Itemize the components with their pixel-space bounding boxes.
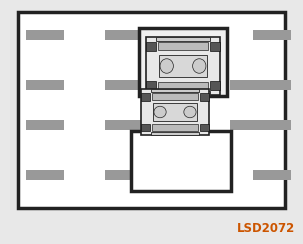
Bar — [253, 120, 291, 130]
Bar — [146, 42, 156, 51]
Bar — [152, 124, 198, 131]
Ellipse shape — [154, 106, 166, 118]
Bar — [151, 89, 199, 92]
Bar — [141, 93, 150, 101]
Bar — [146, 81, 156, 90]
Bar — [253, 170, 291, 180]
Bar — [253, 30, 291, 40]
Text: LSD2072: LSD2072 — [237, 222, 295, 235]
Bar — [156, 37, 210, 41]
Bar — [153, 103, 197, 121]
Bar — [26, 170, 64, 180]
Bar — [152, 93, 198, 100]
Ellipse shape — [160, 59, 173, 73]
Bar — [156, 91, 210, 95]
Ellipse shape — [184, 106, 196, 118]
Bar — [139, 28, 227, 96]
Bar — [105, 170, 143, 180]
Bar — [105, 80, 143, 90]
Bar — [131, 131, 231, 191]
Bar — [159, 55, 207, 77]
Bar — [141, 89, 209, 135]
Bar — [26, 80, 64, 90]
Bar — [230, 120, 268, 130]
Bar — [105, 30, 143, 40]
Bar — [26, 30, 64, 40]
Bar — [105, 120, 143, 130]
Bar — [151, 132, 199, 135]
Bar — [210, 81, 220, 90]
Bar — [230, 80, 268, 90]
Bar — [141, 123, 150, 131]
Bar — [158, 42, 208, 50]
Bar — [200, 93, 209, 101]
Bar — [146, 37, 220, 95]
Bar — [158, 82, 208, 90]
Bar — [253, 80, 291, 90]
Bar — [210, 42, 220, 51]
Bar — [200, 123, 209, 131]
Ellipse shape — [193, 59, 206, 73]
Bar — [26, 120, 64, 130]
Bar — [185, 170, 223, 180]
Bar — [185, 30, 223, 40]
Bar — [18, 12, 285, 208]
